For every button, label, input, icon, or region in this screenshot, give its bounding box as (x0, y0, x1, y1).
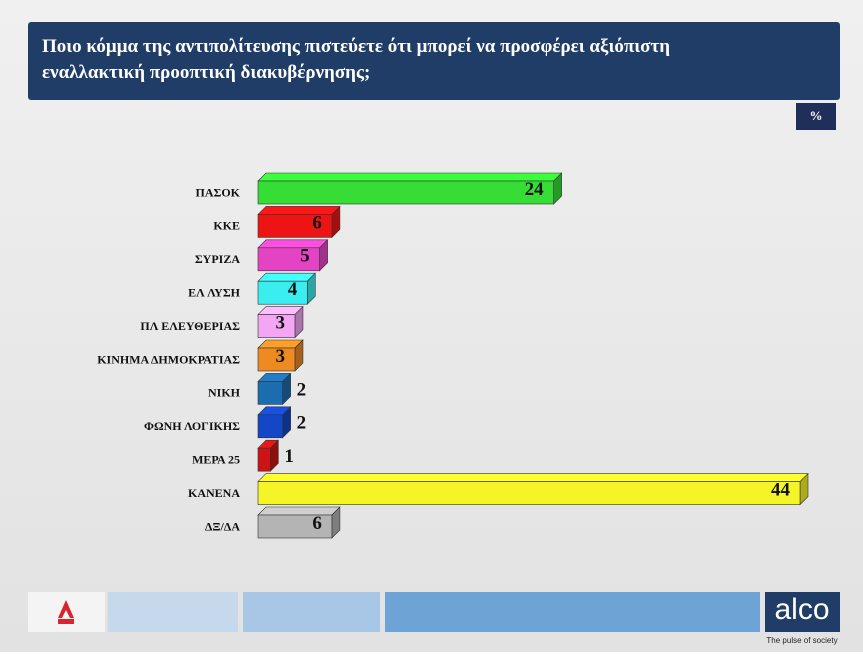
y-tick-label: ΦΩΝΗ ΛΟΓΙΚΗΣ (144, 419, 240, 433)
bar (257, 381, 283, 405)
footer-band (385, 592, 760, 632)
bar-top (257, 206, 341, 215)
value-label: 4 (288, 279, 298, 300)
y-tick-label: ΕΛ ΛΥΣΗ (188, 285, 241, 299)
y-tick-label: ΜΕΡΑ 25 (192, 452, 240, 466)
value-label: 3 (275, 312, 285, 333)
y-tick-label: ΝΙΚΗ (208, 386, 241, 400)
plot: ΠΑΣΟΚ 24 ΚΚΕ 6 ΣΥΡΙΖΑ 5 ΕΛ ΛΥΣΗ 4 ΠΛ ΕΛΕΥΘΕΡΙΑΣ 3… (97, 172, 809, 539)
brand-box (765, 592, 840, 632)
y-tick-label: ΔΞ/ΔΑ (205, 519, 241, 533)
bar-top (257, 172, 563, 182)
value-label: 44 (771, 479, 791, 500)
footer-band (108, 592, 238, 632)
bar (257, 247, 320, 272)
bar (257, 280, 308, 305)
value-label: 3 (275, 346, 285, 367)
footer-band (243, 592, 380, 632)
bar (257, 214, 333, 238)
bar (257, 447, 271, 472)
title-banner (28, 22, 840, 100)
bar (257, 180, 554, 205)
value-label: 2 (297, 379, 307, 400)
bar (257, 481, 801, 505)
y-tick-label: ΠΑΣΟΚ (195, 185, 240, 199)
brand-tagline: The pulse of society (766, 636, 837, 645)
bar (257, 314, 296, 338)
value-label: 5 (300, 246, 310, 267)
value-label: 24 (525, 179, 545, 200)
unit-label: % (810, 108, 823, 123)
y-tick-label: ΠΛ ΕΛΕΥΘΕΡΙΑΣ (140, 319, 240, 333)
y-tick-label: ΚΑΝΕΝΑ (188, 486, 240, 500)
value-label: 6 (312, 513, 322, 534)
bar (257, 347, 296, 372)
value-label: 2 (297, 413, 307, 434)
bar-top (257, 239, 329, 249)
value-label: 1 (284, 446, 294, 467)
footer-logo-box (28, 592, 105, 632)
bar-top (257, 473, 809, 482)
y-tick-label: ΣΥΡΙΖΑ (195, 252, 241, 266)
bar (257, 514, 333, 539)
unit-box (796, 103, 836, 130)
bar-top (257, 506, 341, 516)
chart-title: Ποιο κόμμα της αντιπολίτευσης πιστεύετε … (42, 36, 670, 83)
y-tick-label: ΚΙΝΗΜΑ ΔΗΜΟΚΡΑΤΙΑΣ (97, 352, 240, 366)
channel-logo (58, 619, 74, 624)
bar-top (257, 272, 316, 282)
bar (257, 414, 283, 439)
brand: alco (774, 593, 829, 626)
value-label: 6 (312, 212, 322, 233)
y-tick-label: ΚΚΕ (213, 219, 240, 233)
channel-logo (58, 600, 74, 618)
